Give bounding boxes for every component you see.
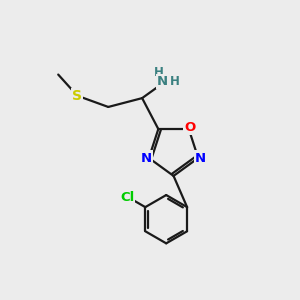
Text: N: N	[195, 152, 206, 164]
Text: H: H	[169, 75, 179, 88]
Text: S: S	[72, 89, 82, 103]
Text: N: N	[141, 152, 152, 164]
Text: O: O	[184, 122, 196, 134]
Text: Cl: Cl	[120, 191, 134, 204]
Text: N: N	[157, 75, 168, 88]
Text: H: H	[154, 66, 164, 79]
